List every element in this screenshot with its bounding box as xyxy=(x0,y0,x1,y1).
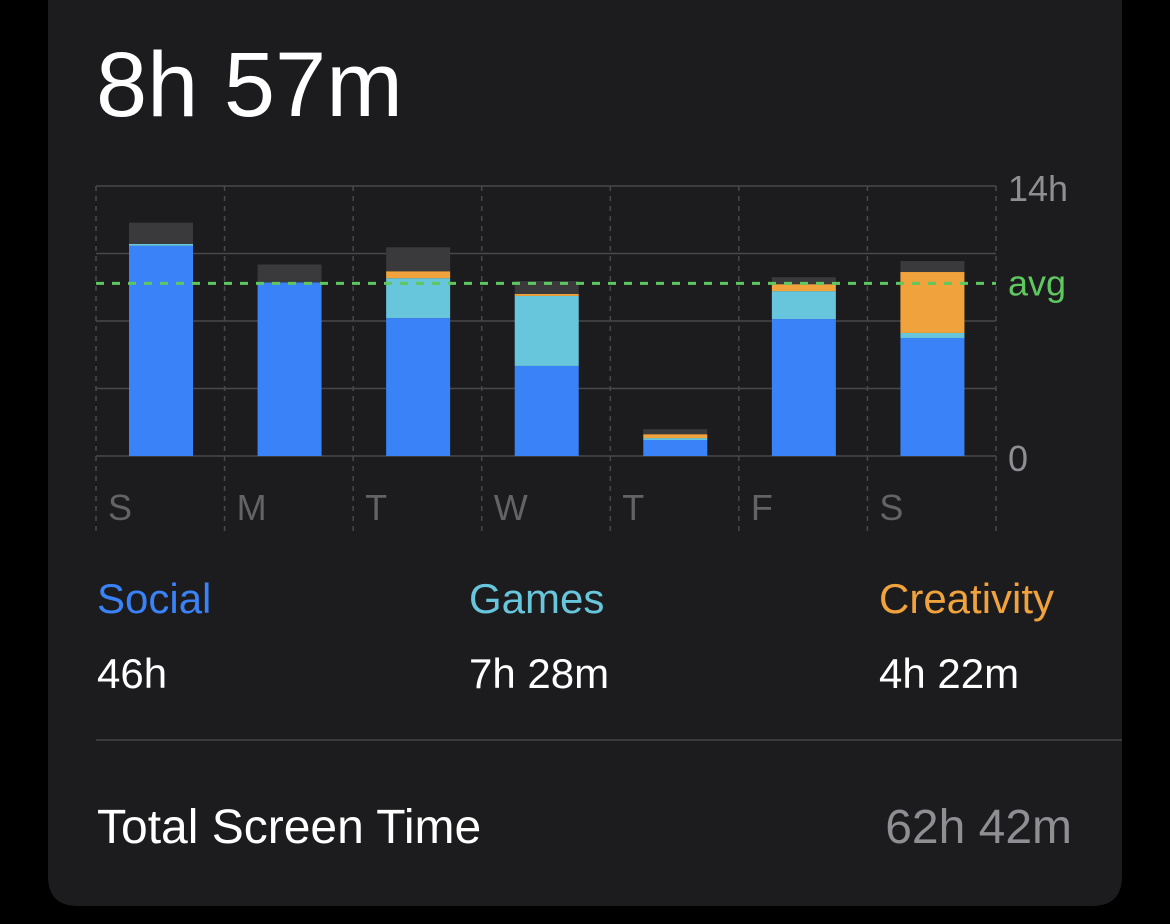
bar-segment xyxy=(643,438,708,440)
legend-name: Social xyxy=(97,575,211,622)
bar-segment xyxy=(514,365,579,456)
bar-segment xyxy=(129,222,193,244)
x-tick-label: T xyxy=(365,487,387,528)
bar-segment xyxy=(514,294,579,296)
x-tick-label: F xyxy=(751,487,773,528)
card xyxy=(48,0,1122,906)
total-label: Total Screen Time xyxy=(97,801,481,854)
bar-segment xyxy=(643,439,708,456)
bar-segment xyxy=(771,277,836,285)
bar-segment xyxy=(386,247,451,272)
bar-segment xyxy=(771,319,836,456)
legend-name: Creativity xyxy=(879,575,1054,622)
legend-name: Games xyxy=(469,575,604,622)
x-tick-label: S xyxy=(879,487,903,528)
bar-segment xyxy=(900,337,965,456)
bar-segment xyxy=(643,429,708,435)
bar-segment xyxy=(257,264,322,283)
y-tick-label: 0 xyxy=(1008,438,1028,479)
bar-segment xyxy=(129,245,193,456)
legend-total: 46h xyxy=(97,650,167,697)
y-tick-label: 14h xyxy=(1008,168,1068,209)
bar-segment xyxy=(771,291,836,320)
bar-segment xyxy=(643,434,708,439)
average-label: avg xyxy=(1008,262,1066,303)
bar-segment xyxy=(900,272,965,333)
bar-segment xyxy=(257,282,322,456)
x-tick-label: S xyxy=(108,487,132,528)
legend-total: 4h 22m xyxy=(879,650,1019,697)
bar-segment xyxy=(386,318,451,456)
bar-segment xyxy=(386,271,451,279)
bar-segment xyxy=(900,261,965,273)
x-tick-label: M xyxy=(237,487,267,528)
bar-segment xyxy=(514,295,579,366)
bar-segment xyxy=(900,332,965,338)
bar-segment xyxy=(129,243,193,246)
x-tick-label: W xyxy=(494,487,528,528)
bar-segment xyxy=(771,284,836,292)
x-tick-label: T xyxy=(622,487,644,528)
daily-average: 8h 57m xyxy=(96,34,403,136)
legend-total: 7h 28m xyxy=(469,650,609,697)
total-value: 62h 42m xyxy=(885,801,1072,854)
